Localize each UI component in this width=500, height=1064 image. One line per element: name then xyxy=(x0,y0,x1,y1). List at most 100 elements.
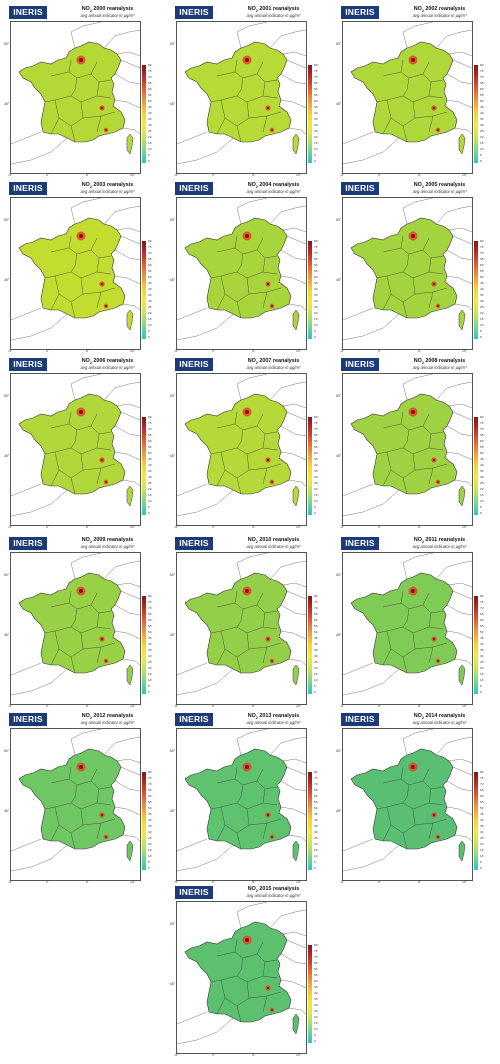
x-tick-label: 0° xyxy=(46,349,50,353)
x-tick-label: 5° xyxy=(252,1053,256,1057)
x-tick-label: 5° xyxy=(252,349,256,353)
corsica-shape xyxy=(126,485,134,507)
colorbar-tick-label: 40 xyxy=(148,463,152,467)
colorbar-tick-label: 20 xyxy=(314,311,318,315)
map-frame xyxy=(342,552,473,705)
x-tick-label: 10° xyxy=(296,525,302,529)
colorbar-tick-label: 65 xyxy=(480,612,484,616)
x-tick-label: 0° xyxy=(378,173,382,177)
panel-year: 2001 xyxy=(257,6,273,12)
colorbar-tick-label: 60 xyxy=(314,967,318,971)
y-tick-label: 50° xyxy=(336,42,342,46)
colorbar-tick-label: 20 xyxy=(480,135,484,139)
colorbar-tick-label: 40 xyxy=(480,818,484,822)
map-panel-2003: INERIS NO2 2003 reanalysis avg annual indi… xyxy=(4,180,166,355)
pollutant-subscript: 2 xyxy=(255,540,258,545)
marseille-hotspot-core xyxy=(271,1009,273,1011)
x-tick-label: 0° xyxy=(378,880,382,884)
x-tick-label: -5° xyxy=(174,525,179,529)
france-shape xyxy=(184,921,292,1023)
pollutant-name: NO xyxy=(413,713,422,719)
colorbar-tick-label: 40 xyxy=(148,111,152,115)
x-tick-label: -5° xyxy=(340,880,345,884)
colorbar-tick-label: 25 xyxy=(314,1009,318,1013)
x-tick-label: -5° xyxy=(174,349,179,353)
x-tick-label: 10° xyxy=(130,349,136,353)
colorbar-tick-label: 25 xyxy=(480,660,484,664)
colorbar-tick-label: 25 xyxy=(148,836,152,840)
lyon-hotspot-core xyxy=(100,282,104,286)
panel-subtitle: avg annual indicator in µg/m³ xyxy=(246,893,301,898)
colorbar-tick-label: 75 xyxy=(314,776,318,780)
france-map xyxy=(343,22,472,165)
colorbar-tick-label: 50 xyxy=(314,275,318,279)
france-map xyxy=(177,902,306,1045)
x-tick-label: -5° xyxy=(8,173,13,177)
colorbar-tick-label: 65 xyxy=(480,433,484,437)
map-panel-2008: INERIS NO2 2008 reanalysis avg annual indi… xyxy=(336,356,498,531)
title-suffix: reanalysis xyxy=(272,713,300,719)
colorbar-tick-label: 60 xyxy=(148,87,152,91)
ineris-logo: INERIS xyxy=(175,713,213,726)
x-tick-label: 0° xyxy=(378,349,382,353)
colorbar-tick-label: 55 xyxy=(480,269,484,273)
colorbar-tick-label: 10 xyxy=(480,678,484,682)
colorbar-tick-label: 50 xyxy=(480,451,484,455)
x-tick-label: 0° xyxy=(378,525,382,529)
corsica-shape xyxy=(458,309,466,331)
colorbar-tick-label: 40 xyxy=(480,642,484,646)
panel-title: NO2 2011 reanalysis xyxy=(381,537,498,544)
paris-hotspot-core xyxy=(410,588,416,594)
x-tick-label: -5° xyxy=(340,525,345,529)
title-suffix: reanalysis xyxy=(438,6,466,12)
pollutant-name: NO xyxy=(247,6,256,12)
corsica-shape xyxy=(292,664,300,686)
colorbar-tick-label: 65 xyxy=(480,257,484,261)
x-tick-label: -5° xyxy=(8,880,13,884)
colorbar-tick-label: 40 xyxy=(314,463,318,467)
x-tick-label: 5° xyxy=(418,525,422,529)
x-tick-label: 10° xyxy=(130,173,136,177)
region-borders xyxy=(44,590,116,674)
neighbor-borders xyxy=(343,729,472,872)
colorbar-tick-label: 20 xyxy=(314,135,318,139)
title-suffix: reanalysis xyxy=(438,182,466,188)
colorbar-tick-label: 60 xyxy=(480,439,484,443)
colorbar-tick-label: 45 xyxy=(314,457,318,461)
colorbar xyxy=(142,417,146,515)
colorbar-tick-label: 25 xyxy=(480,836,484,840)
colorbar-tick-label: 35 xyxy=(480,293,484,297)
colorbar-tick-label: 15 xyxy=(148,848,152,852)
x-tick-label: 5° xyxy=(252,704,256,708)
colorbar-tick-label: 65 xyxy=(314,788,318,792)
colorbar-tick-label: 35 xyxy=(314,648,318,652)
map-panel-2001: INERIS NO2 2001 reanalysis avg annual indi… xyxy=(170,4,332,179)
colorbar xyxy=(308,772,312,870)
colorbar-tick-label: 80 xyxy=(148,770,152,774)
colorbar-tick-label: 30 xyxy=(314,299,318,303)
panel-year: 2000 xyxy=(91,6,107,12)
colorbar-tick-label: 25 xyxy=(314,836,318,840)
y-tick-label: 45° xyxy=(4,454,10,458)
colorbar-tick-label: 10 xyxy=(314,1027,318,1031)
colorbar-tick-label: 30 xyxy=(148,123,152,127)
neighbor-borders xyxy=(177,374,306,517)
pollutant-subscript: 2 xyxy=(89,540,92,545)
colorbar-tick-label: 65 xyxy=(148,433,152,437)
neighbor-borders xyxy=(177,729,306,872)
title-suffix: reanalysis xyxy=(106,713,134,719)
y-tick-label: 45° xyxy=(170,633,176,637)
colorbar xyxy=(308,241,312,339)
pollutant-subscript: 2 xyxy=(422,540,424,545)
pollutant-name: NO xyxy=(247,182,256,188)
paris-hotspot-core xyxy=(78,233,84,239)
panel-subtitle: avg annual indicator in µg/m³ xyxy=(412,365,467,370)
region-borders xyxy=(210,411,282,495)
pollutant-name: NO xyxy=(413,358,422,364)
colorbar-tick-label: 60 xyxy=(314,439,318,443)
colorbar-tick-label: 20 xyxy=(480,666,484,670)
y-tick-label: 50° xyxy=(170,573,176,577)
region-borders xyxy=(210,590,282,674)
map-panel-2004: INERIS NO2 2004 reanalysis avg annual indi… xyxy=(170,180,332,355)
corsica-shape xyxy=(292,133,300,155)
